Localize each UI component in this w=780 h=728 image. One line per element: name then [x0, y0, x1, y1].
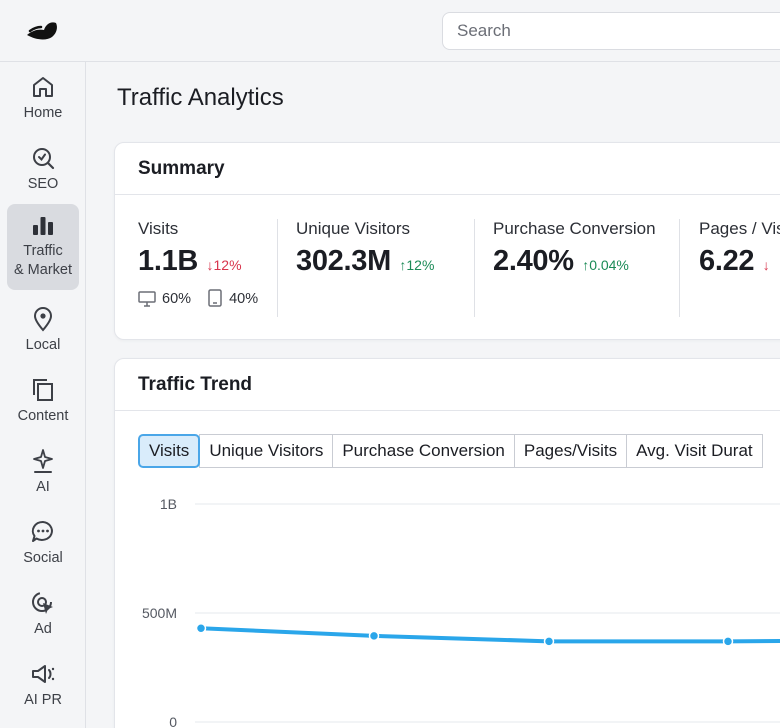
desktop-icon: [138, 291, 156, 307]
mobile-share: 40%: [229, 291, 259, 307]
metric-label: Unique Visitors: [296, 219, 411, 238]
sidebar-item-label: Home: [23, 105, 63, 121]
tab-pages-visits[interactable]: Pages/Visits: [513, 434, 628, 468]
delta-down: ↓: [763, 257, 770, 273]
data-point[interactable]: [543, 636, 555, 647]
logo-icon[interactable]: [24, 18, 60, 44]
ai-icon: [33, 449, 53, 473]
home-icon: [33, 77, 53, 97]
delta-value: 0.04%: [589, 257, 629, 273]
divider: [679, 219, 680, 317]
ad-cursor-icon: [32, 592, 53, 614]
sidebar-item-ai[interactable]: AI: [7, 440, 79, 506]
delta-value: 12%: [406, 257, 435, 273]
megaphone-icon: [32, 665, 55, 683]
arrow-down-icon: ↓: [206, 257, 214, 273]
chat-bubble-icon: [31, 520, 53, 542]
sidebar-item-content[interactable]: Content: [7, 369, 79, 435]
sidebar-item-home[interactable]: Home: [7, 66, 79, 132]
sidebar-item-label: Local: [25, 337, 61, 353]
sidebar-item-local[interactable]: Local: [7, 298, 79, 364]
search-input[interactable]: [442, 12, 780, 50]
metric-visits: Visits 1.1B ↓12%: [138, 219, 242, 278]
series-line: [200, 626, 780, 644]
sidebar-item-label: Content: [17, 408, 69, 424]
sidebar-item-label: Ad: [34, 621, 52, 637]
sidebar-item-label: SEO: [27, 176, 59, 192]
delta-value: 12%: [213, 257, 242, 273]
sidebar-item-ai-pr[interactable]: AI PR: [7, 653, 79, 719]
tab-visits[interactable]: Visits: [138, 434, 201, 468]
traffic-trend-title: Traffic Trend: [115, 359, 780, 411]
tab-purchase-conversion[interactable]: Purchase Conversion: [332, 434, 515, 468]
delta-up: ↑0.04%: [582, 257, 629, 273]
device-split: 60% 40%: [138, 289, 258, 307]
tab-unique-visitors[interactable]: Unique Visitors: [199, 434, 334, 468]
delta-up: ↑12%: [399, 257, 434, 273]
y-tick-label: 500M: [142, 605, 177, 621]
content-icon: [33, 379, 53, 401]
divider: [474, 219, 475, 317]
sidebar-item-label: AI PR: [24, 692, 62, 708]
top-bar: [0, 0, 780, 62]
arrow-up-icon: ↑: [582, 257, 590, 273]
sidebar-item-label: Social: [23, 550, 63, 566]
page-title: Traffic Analytics: [117, 84, 284, 111]
data-point[interactable]: [368, 630, 380, 642]
summary-card: Summary Visits 1.1B ↓12% 60% 40% Unique …: [114, 142, 780, 340]
metric-pages-per-visit: Pages / Vis 6.22 ↓: [699, 219, 780, 278]
summary-title: Summary: [115, 143, 780, 195]
y-tick-label: 1B: [160, 496, 177, 512]
sidebar-item-label-line1: Traffic: [23, 243, 63, 259]
metric-value: 302.3M: [296, 245, 391, 277]
metric-label: Pages / Vis: [699, 219, 780, 238]
desktop-share: 60%: [162, 291, 192, 307]
sidebar-item-traffic-market[interactable]: Traffic & Market: [7, 204, 79, 290]
traffic-trend-card: Traffic Trend Visits Unique Visitors Pur…: [114, 358, 780, 728]
y-tick-label: 0: [169, 714, 177, 728]
metric-purchase-conversion: Purchase Conversion 2.40% ↑0.04%: [493, 219, 656, 278]
sidebar-item-label: AI: [36, 479, 50, 495]
seo-icon: [33, 148, 55, 170]
metric-label: Visits: [138, 219, 179, 238]
arrow-down-icon: ↓: [762, 257, 770, 273]
sidebar: Home SEO Traffic & Market Local Content: [0, 62, 86, 728]
metric-value: 2.40%: [493, 245, 574, 277]
data-point[interactable]: [195, 623, 207, 634]
sidebar-item-social[interactable]: Social: [7, 511, 79, 577]
metric-tabs: Visits Unique Visitors Purchase Conversi…: [138, 434, 763, 468]
tab-avg-visit-duration[interactable]: Avg. Visit Durat: [626, 434, 763, 468]
bar-chart-icon: [33, 217, 53, 235]
metric-unique-visitors: Unique Visitors 302.3M ↑12%: [296, 219, 434, 278]
sidebar-item-label-line2: & Market: [13, 262, 72, 278]
map-pin-icon: [33, 307, 53, 332]
sidebar-item-seo[interactable]: SEO: [7, 137, 79, 203]
metric-label: Purchase Conversion: [493, 219, 656, 238]
mobile-icon: [208, 289, 222, 307]
arrow-up-icon: ↑: [399, 257, 407, 273]
data-point[interactable]: [722, 636, 734, 647]
divider: [277, 219, 278, 317]
traffic-trend-chart: 1B 500M 0: [142, 496, 780, 728]
metric-value: 6.22: [699, 245, 755, 277]
sidebar-item-ad[interactable]: Ad: [7, 582, 79, 648]
metric-value: 1.1B: [138, 245, 199, 277]
delta-down: ↓12%: [207, 257, 242, 273]
